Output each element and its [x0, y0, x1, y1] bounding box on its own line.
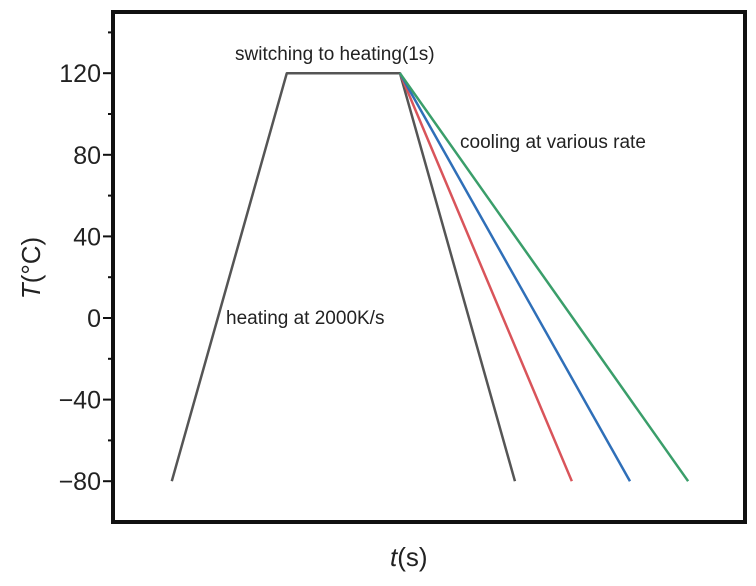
series-line-1 [398, 72, 573, 482]
y-tick-label: 40 [73, 223, 101, 251]
y-axis: 120 80 40 0 −40 −80 [59, 31, 113, 496]
y-axis-label: T(°C) [16, 237, 46, 299]
y-axis-unit: (°C) [16, 237, 46, 284]
series-layer [170, 71, 690, 482]
x-axis-label: t(s) [390, 542, 428, 572]
y-tick-label: −80 [59, 468, 101, 496]
y-tick-label: 0 [87, 305, 101, 333]
series-line-2 [398, 72, 632, 482]
annotation-heating: heating at 2000K/s [226, 308, 384, 329]
y-tick-label: −40 [59, 387, 101, 415]
x-axis-unit: (s) [397, 542, 427, 572]
series-line-0 [170, 71, 517, 482]
annotation-cooling: cooling at various rate [460, 132, 646, 153]
series-line-3 [398, 72, 690, 482]
y-tick-label: 80 [73, 142, 101, 170]
y-tick-label: 120 [59, 60, 101, 88]
y-axis-symbol: T [16, 281, 46, 299]
x-axis-symbol: t [390, 542, 399, 572]
plot-frame [111, 10, 747, 524]
annotation-switching: switching to heating(1s) [235, 44, 435, 65]
